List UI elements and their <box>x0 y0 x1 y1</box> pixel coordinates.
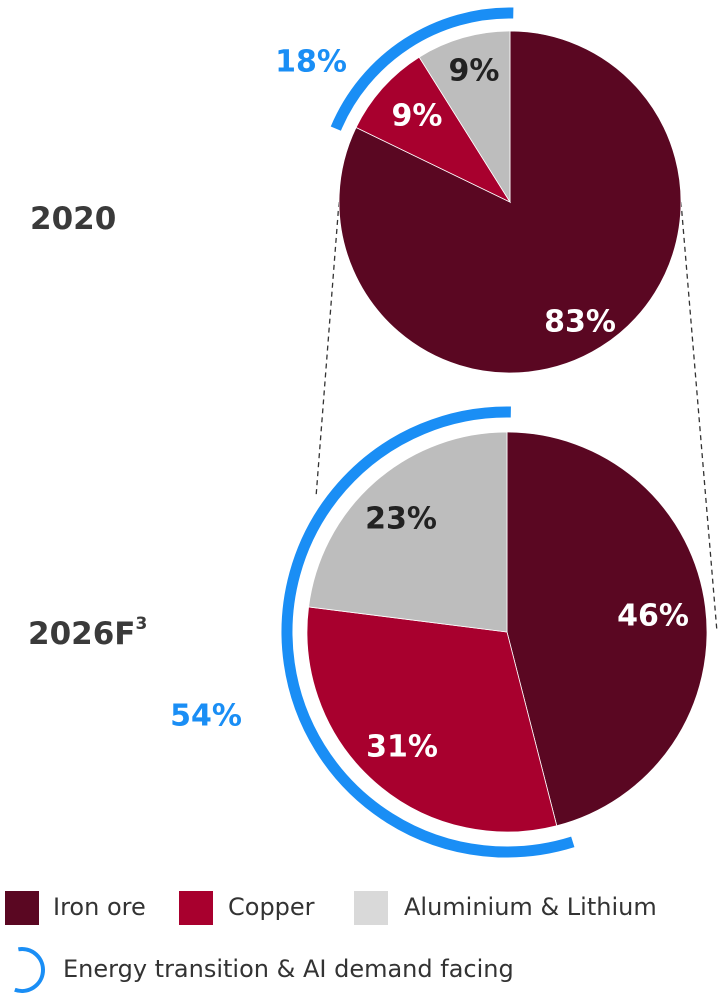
legend-swatch-aluminium-lithium <box>354 891 388 925</box>
pie-0-value-label-copper: 9% <box>392 99 443 134</box>
connector-line-left <box>315 201 340 498</box>
energy-transition-arc-icon <box>14 947 45 993</box>
legend-label-iron-ore: Iron ore <box>53 893 146 921</box>
year-2026-label: 2026F3 <box>28 614 148 652</box>
legend-swatch-iron-ore <box>5 891 39 925</box>
footnote-marker: 3 <box>135 614 148 634</box>
legend-label-aluminium-lithium: Aluminium & Lithium <box>404 893 657 921</box>
legend-swatch-copper <box>179 891 213 925</box>
legend-label-copper: Copper <box>228 893 315 921</box>
pie-0-value-label-aluminium-lithium: 9% <box>449 54 500 89</box>
pie-1-energy-transition-arc <box>281 406 575 858</box>
pie-0-value-label-iron-ore: 83% <box>544 305 616 340</box>
pie-0-slice-aluminium-lithium <box>418 30 511 204</box>
pie-1-value-label-aluminium-lithium: 23% <box>365 502 437 537</box>
pie-1-slice-iron-ore <box>506 431 708 827</box>
pie-1-value-label-iron-ore: 46% <box>617 599 689 634</box>
year-2020-label: 2020 <box>30 201 117 237</box>
pie-0-slice-copper <box>355 56 512 203</box>
pie-0-energy-transition-share: 18% <box>275 45 347 80</box>
pie-1-slice-aluminium-lithium <box>308 431 508 633</box>
pie-0-energy-transition-arc <box>330 7 514 131</box>
pie-1-value-label-copper: 31% <box>366 730 438 765</box>
pie-1-slice-copper <box>306 606 558 833</box>
legend-label-energy-transition: Energy transition & AI demand facing <box>63 955 514 983</box>
pie-1-energy-transition-share: 54% <box>170 699 242 734</box>
